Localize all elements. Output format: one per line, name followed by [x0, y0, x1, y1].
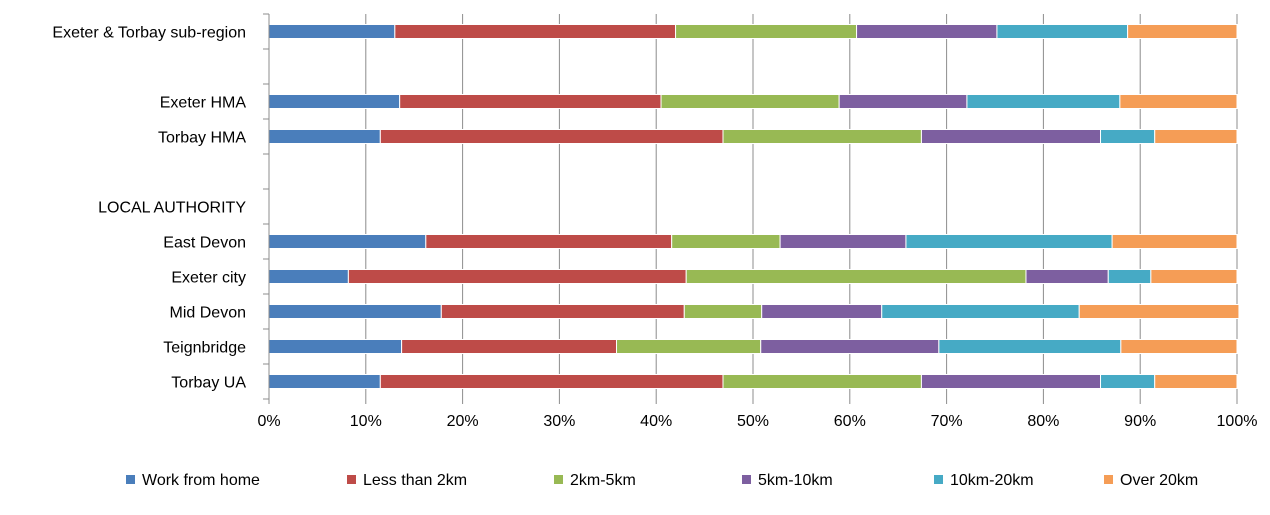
bar-segment: [425, 234, 673, 249]
bars: [268, 24, 1240, 389]
legend-label: Work from home: [142, 472, 260, 489]
bar-segment: [760, 339, 940, 354]
bar-segment: [1111, 234, 1238, 249]
category-label: Exeter city: [171, 270, 246, 287]
bar-segment: [268, 94, 401, 109]
bar-segment: [1127, 24, 1238, 39]
category-label: Exeter & Torbay sub-region: [52, 25, 246, 42]
x-tick-label: 40%: [640, 413, 672, 430]
legend-label: 10km-20km: [950, 472, 1034, 489]
category-label: Exeter HMA: [160, 95, 247, 112]
bar-segment: [1120, 339, 1238, 354]
bar-segment: [1025, 269, 1109, 284]
bar-segment: [905, 234, 1113, 249]
x-tick-labels: 0% 10% 20% 30% 40% 50% 60% 70% 80% 90% 100%: [257, 413, 1257, 430]
bar-segment: [938, 339, 1122, 354]
bar-segment: [1154, 129, 1238, 144]
x-tick-label: 0%: [257, 413, 280, 430]
x-tick-label: 80%: [1027, 413, 1059, 430]
x-tick-label: 70%: [931, 413, 963, 430]
bar-segment: [660, 94, 840, 109]
bar-segment: [722, 129, 922, 144]
bar-segment: [685, 269, 1027, 284]
bar-segment: [1078, 304, 1240, 319]
bar-segment: [856, 24, 998, 39]
x-tick-label: 50%: [737, 413, 769, 430]
bar-segment: [996, 24, 1129, 39]
bar-segment: [1107, 269, 1152, 284]
category-label: LOCAL AUTHORITY: [98, 200, 246, 217]
category-label: Teignbridge: [163, 340, 246, 357]
bar-segment: [881, 304, 1080, 319]
bar-segment: [268, 24, 396, 39]
x-tick-label: 90%: [1124, 413, 1156, 430]
legend-swatch: [934, 475, 943, 484]
legend-swatch: [347, 475, 356, 484]
category-label: Torbay HMA: [158, 130, 246, 147]
bar-segment: [268, 269, 349, 284]
category-label: East Devon: [163, 235, 246, 252]
bar-segment: [761, 304, 883, 319]
x-tick-label: 60%: [834, 413, 866, 430]
legend-swatch: [126, 475, 135, 484]
bar-segment: [268, 374, 381, 389]
bar-segment: [379, 129, 724, 144]
category-label: Torbay UA: [171, 375, 246, 392]
bar-segment: [722, 374, 922, 389]
bar-segment: [920, 129, 1102, 144]
legend-label: 2km-5km: [570, 472, 636, 489]
bar-segment: [966, 94, 1121, 109]
legend-label: 5km-10km: [758, 472, 833, 489]
bar-segment: [1150, 269, 1238, 284]
bar-segment: [616, 339, 762, 354]
legend: Work from home Less than 2km 2km-5km 5km-10…: [126, 472, 1198, 489]
legend-label: Less than 2km: [363, 472, 467, 489]
x-tick-label: 20%: [447, 413, 479, 430]
x-tick-label: 10%: [350, 413, 382, 430]
x-tick-label: 30%: [543, 413, 575, 430]
bar-segment: [268, 129, 381, 144]
bar-segment: [838, 94, 968, 109]
category-label: Mid Devon: [170, 305, 246, 322]
bar-segment: [379, 374, 724, 389]
bar-segment: [1100, 129, 1156, 144]
bar-segment: [347, 269, 687, 284]
bar-segment: [1154, 374, 1238, 389]
x-tick-label: 100%: [1217, 413, 1258, 430]
bar-segment: [675, 24, 858, 39]
legend-swatch: [554, 475, 563, 484]
legend-label: Over 20km: [1120, 472, 1198, 489]
bar-segment: [401, 339, 618, 354]
bar-segment: [399, 94, 662, 109]
bar-segment: [268, 339, 403, 354]
bar-segment: [440, 304, 685, 319]
axes: [263, 13, 270, 400]
legend-swatch: [742, 475, 751, 484]
bar-segment: [1100, 374, 1156, 389]
bar-segment: [1119, 94, 1238, 109]
bar-segment: [779, 234, 907, 249]
bar-segment: [920, 374, 1102, 389]
legend-swatch: [1104, 475, 1113, 484]
bar-segment: [683, 304, 763, 319]
category-labels: Exeter & Torbay sub-region Exeter HMA Torb…: [52, 25, 246, 392]
bar-segment: [268, 304, 442, 319]
bar-segment: [268, 234, 427, 249]
bar-segment: [394, 24, 677, 39]
bar-segment: [671, 234, 781, 249]
